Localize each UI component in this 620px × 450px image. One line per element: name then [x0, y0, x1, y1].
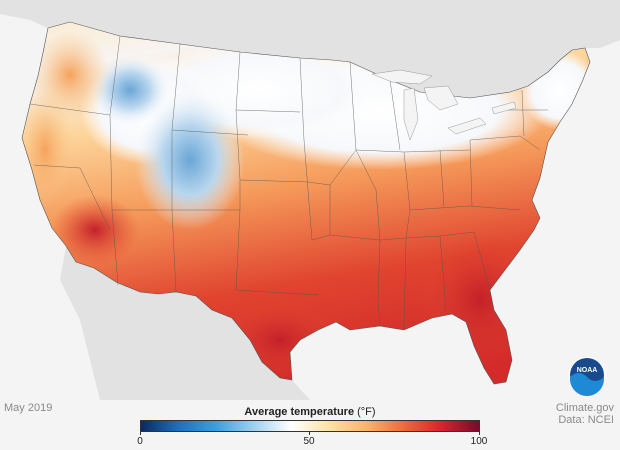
source-site: Climate.gov: [555, 402, 614, 414]
color-scale-bar: [140, 420, 480, 432]
legend-title: Average temperature (°F): [140, 406, 480, 418]
baja-peninsula: [76, 268, 128, 398]
canada-landmass: [0, 0, 620, 98]
noaa-logo-icon: NOAA: [569, 357, 605, 396]
tick-label-min: 0: [137, 436, 143, 447]
tick-max: [479, 432, 480, 435]
svg-text:NOAA: NOAA: [577, 367, 598, 374]
source-data: Data: NCEI: [558, 414, 614, 426]
legend-unit: (°F): [357, 406, 376, 418]
map-date: May 2019: [4, 402, 53, 414]
great-lakes: [371, 69, 517, 141]
tick-label-max: 100: [470, 436, 488, 447]
us-outline: [21, 21, 591, 385]
mexico-landmass: [60, 246, 310, 400]
tick-mid: [309, 432, 310, 435]
tick-min: [140, 432, 141, 435]
source-credit: Climate.gov Data: NCEI: [556, 402, 614, 426]
state-boundaries: [29, 35, 548, 331]
legend-title-text: Average temperature: [244, 406, 355, 418]
tick-label-mid: 50: [303, 436, 315, 447]
temperature-map: NOAA: [0, 0, 620, 400]
